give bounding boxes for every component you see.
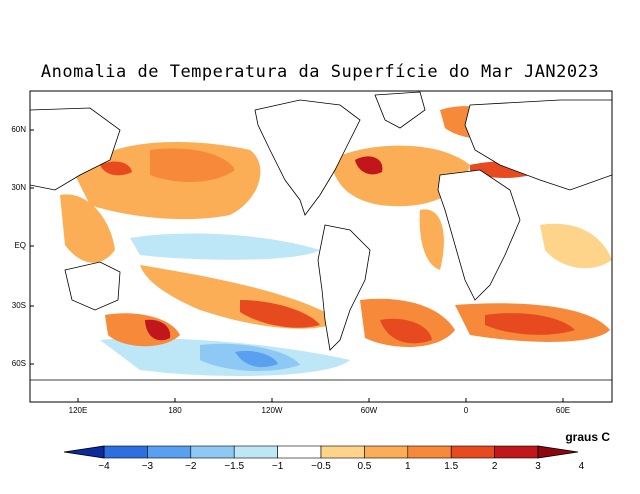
lon-label-60w: 60W (360, 406, 378, 415)
colorbar-segment (494, 445, 539, 459)
anomaly-south-atlantic-hot (380, 318, 432, 344)
lon-label-120e: 120E (68, 406, 88, 415)
anomaly-nw-atlantic-hot (355, 156, 383, 175)
colorbar-tick-label: 0.5 (357, 461, 372, 472)
colorbar-tick-label: −2 (185, 461, 197, 472)
colorbar-tick-label: −1 (271, 461, 284, 472)
lat-label-eq: EQ (14, 241, 26, 250)
units-label: graus C (565, 430, 610, 444)
colorbar-segment (320, 445, 365, 459)
anomaly-southeast-pacific-coolest (235, 350, 278, 368)
lat-label-60s: 60S (11, 359, 26, 368)
africa (437, 169, 521, 301)
anomaly-equatorial-pacific-cool (130, 233, 320, 260)
colorbar-segment (147, 445, 192, 459)
axis-ticks (30, 129, 564, 402)
colorbar-tick-label: 2 (491, 461, 498, 472)
anomaly-south-pacific-strong (240, 300, 320, 328)
continents (30, 91, 612, 402)
asia-east (30, 107, 121, 191)
colorbar-segment (450, 445, 495, 459)
colorbar-tick-label: 1.5 (444, 461, 459, 472)
lon-label-120w: 120W (261, 406, 283, 415)
anomaly-east-atlantic-warm (419, 209, 444, 270)
anomaly-south-indian-hot (485, 313, 575, 335)
colorbar-segment (407, 445, 452, 459)
colorbar-tick-label: −3 (141, 461, 154, 472)
anomaly-west-pacific-warm (60, 194, 115, 263)
colorbar-segment (233, 445, 278, 459)
eurasia (464, 99, 612, 191)
colorbar-tick-label: 4 (578, 461, 585, 472)
map-title: Anomalia de Temperatura da Superfície do… (40, 62, 600, 82)
colorbar-tick-label: −1.5 (224, 461, 245, 472)
colorbar-tick-label: −0.5 (311, 461, 331, 472)
australia (64, 261, 121, 311)
lat-label-60n: 60N (11, 125, 26, 134)
antarctica (30, 379, 612, 402)
anomaly-tasman-hot (145, 319, 171, 341)
anomaly-indian-ocean-warm (540, 223, 612, 269)
colorbar-tick-label: 1 (405, 461, 411, 472)
colorbar-segment (277, 445, 322, 459)
colorbar-segment (364, 445, 409, 459)
anomaly-kuroshio-hot (100, 161, 132, 176)
lat-label-30s: 30S (11, 301, 26, 310)
anomaly-north-pacific-strong (150, 148, 235, 182)
lon-label-180: 180 (168, 406, 182, 415)
north-america (254, 99, 361, 216)
colorbar-right-arrow (537, 445, 579, 459)
south-america (317, 224, 371, 351)
colorbar-tick-label: 3 (535, 461, 541, 472)
greenland (374, 91, 426, 129)
lat-label-30n: 30N (11, 183, 26, 192)
colorbar-segment (103, 445, 148, 459)
lon-label-0: 0 (463, 406, 469, 415)
lon-label-60e: 60E (555, 406, 571, 415)
colorbar-tick-label: −4 (98, 461, 110, 472)
colorbar-left-arrow (63, 445, 105, 459)
colorbar-segment (190, 445, 235, 459)
